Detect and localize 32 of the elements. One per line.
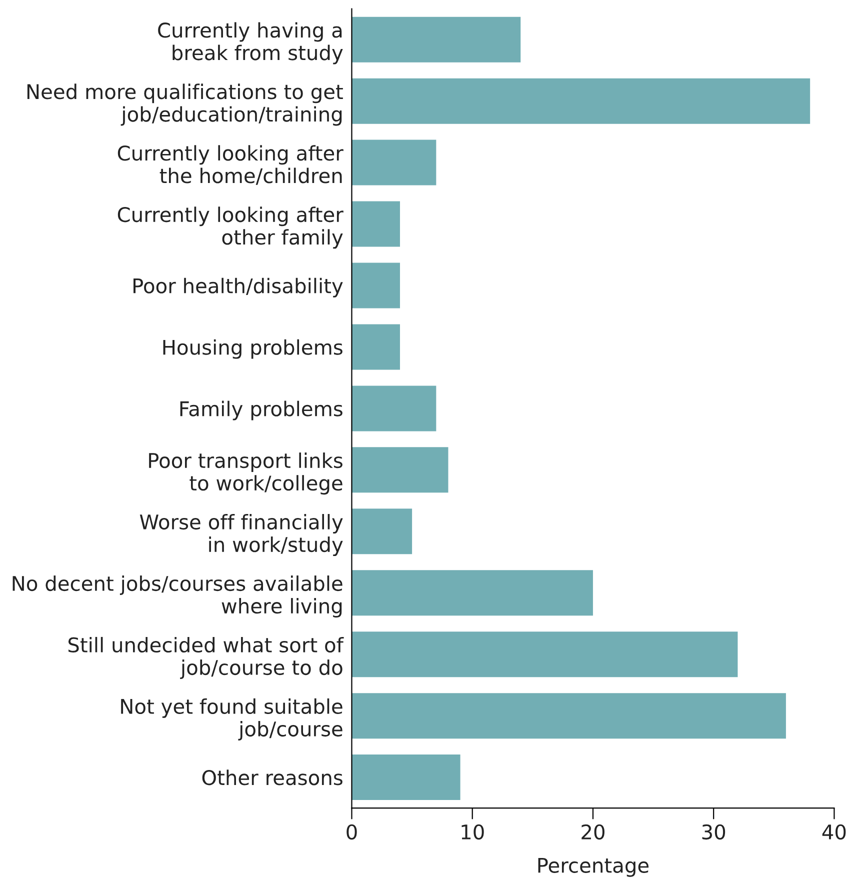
y-tick-label: Still undecided what sort of job/course to do	[68, 636, 344, 679]
bar	[352, 447, 448, 493]
bar	[352, 201, 400, 247]
y-tick-label: Other reasons	[202, 770, 342, 786]
y-tick-label: No decent jobs/courses available where living	[12, 575, 342, 618]
y-tick-label: Not yet found suitable job/course	[121, 698, 342, 740]
bar	[352, 386, 436, 432]
bar	[352, 140, 436, 186]
bar	[352, 693, 786, 739]
bar	[352, 324, 400, 370]
y-tick-label: Currently having a break from study	[158, 22, 343, 64]
bar	[352, 78, 810, 124]
y-tick-label: Poor transport links to work/college	[149, 452, 342, 495]
y-tick-label: Housing problems	[163, 339, 342, 359]
bar	[352, 570, 593, 616]
x-tick-label: 30	[702, 824, 726, 840]
bar	[352, 262, 400, 308]
x-tick-label: 20	[582, 824, 604, 840]
x-tick-label: 10	[462, 824, 484, 840]
y-tick-label: Currently looking after other family	[118, 206, 344, 249]
y-tick-label: Need more qualifications to get job/education/training	[27, 84, 343, 126]
x-tick-label: 0	[346, 824, 357, 840]
bar	[352, 16, 521, 62]
bar	[352, 632, 738, 678]
bar	[352, 508, 412, 554]
x-tick-label: 40	[822, 824, 846, 840]
y-tick-label: Currently looking after the home/children	[118, 145, 344, 185]
y-tick-label: Family problems	[180, 400, 342, 420]
bar	[352, 754, 460, 800]
y-tick-label: Worse off financially in work/study	[140, 514, 343, 556]
y-tick-label: Poor health/disability	[134, 278, 343, 298]
x-axis-title: Percentage	[538, 858, 649, 877]
